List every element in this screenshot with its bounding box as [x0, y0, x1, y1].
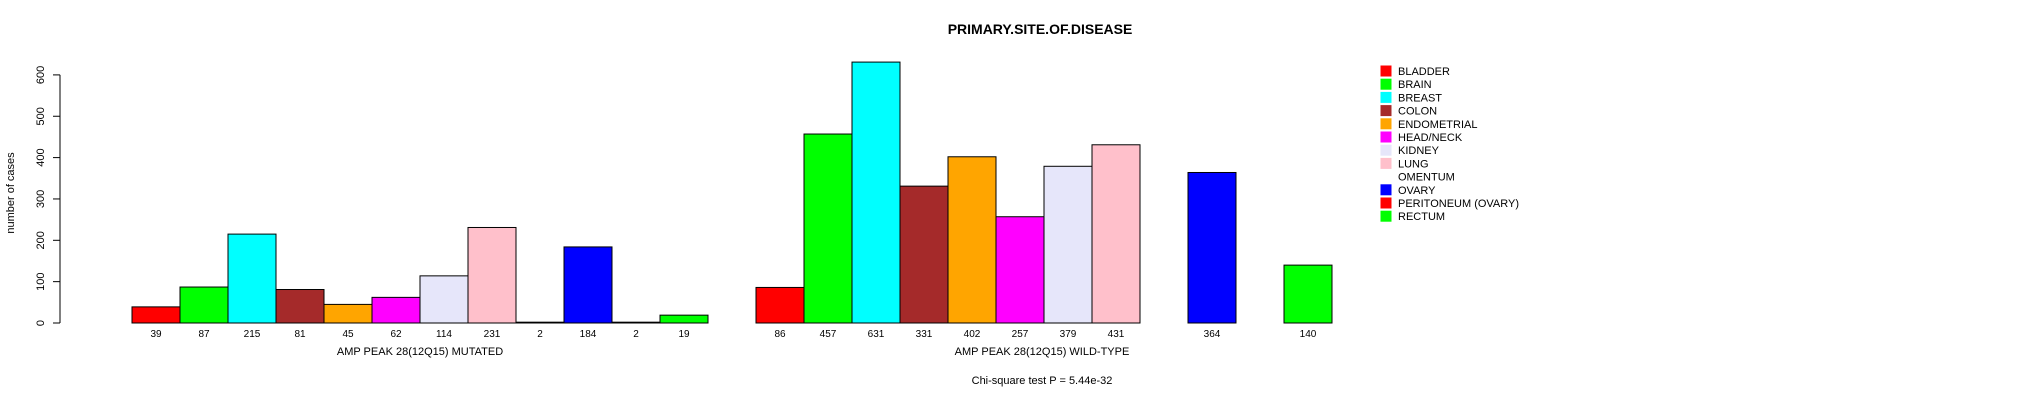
- bar-endometrial-1: [947, 156, 997, 324]
- bar-value-label: 457: [820, 329, 837, 340]
- legend-item: BLADDER: [1380, 65, 1450, 78]
- chi-square-footer: Chi-square test P = 5.44e-32: [972, 375, 1113, 387]
- bar-value-label: 39: [150, 329, 162, 340]
- bar-rectum-0: [659, 314, 709, 324]
- chart-title: PRIMARY.SITE.OF.DISEASE: [948, 21, 1133, 37]
- legend-label: KIDNEY: [1398, 145, 1440, 157]
- legend-swatch: [1380, 210, 1392, 222]
- bar-ovary-1: [1187, 171, 1237, 324]
- legend-item: COLON: [1380, 105, 1437, 118]
- y-axis: 0 100 200 300 400 500 600: [35, 66, 61, 326]
- bar-value-labels: 39 87 215 81 45 62 114 231 2 184 2 19 86 457 631 331 402…: [150, 329, 1316, 340]
- y-tick-label: 0: [35, 320, 47, 326]
- bar-ovary-0: [563, 246, 613, 324]
- bar-value-label: 19: [678, 329, 690, 340]
- bar-rectum-1: [1283, 264, 1333, 324]
- bar-value-label: 379: [1060, 329, 1077, 340]
- bar-value-label: 631: [868, 329, 885, 340]
- legend-item: PERITONEUM (OVARY): [1380, 197, 1519, 210]
- legend-item: BREAST: [1380, 91, 1442, 104]
- legend-item: ENDOMETRIAL: [1380, 118, 1477, 131]
- y-tick-label: 300: [35, 190, 47, 208]
- y-tick-label: 400: [35, 148, 47, 166]
- legend-label: BRAIN: [1398, 79, 1432, 91]
- legend-item: LUNG: [1380, 157, 1429, 170]
- bar-lung-0: [467, 226, 517, 324]
- bar-value-label: 231: [484, 329, 501, 340]
- legend-swatch: [1380, 197, 1392, 209]
- legend-swatch: [1380, 105, 1392, 117]
- bar-peritoneum-ovary--0: [611, 321, 661, 324]
- bar-value-label: 114: [436, 329, 452, 340]
- bar-lung-1: [1091, 144, 1141, 324]
- legend-swatch: [1380, 157, 1392, 169]
- bar-colon-1: [899, 185, 949, 324]
- legend-item: RECTUM: [1380, 210, 1445, 223]
- legend-item: HEAD/NECK: [1380, 131, 1463, 144]
- bar-value-label: 45: [342, 329, 354, 340]
- bar-endometrial-0: [323, 303, 373, 324]
- legend-item: BRAIN: [1380, 78, 1432, 91]
- legend-label: HEAD/NECK: [1398, 132, 1463, 144]
- bar-value-label: 81: [294, 329, 306, 340]
- y-tick-label: 600: [35, 66, 47, 84]
- bar-omentum-0: [515, 321, 565, 324]
- legend-item: OVARY: [1380, 184, 1436, 197]
- bar-brain-0: [179, 286, 229, 324]
- bar-value-label: 364: [1204, 329, 1221, 340]
- bar-kidney-0: [419, 275, 469, 324]
- legend-label: LUNG: [1398, 158, 1429, 170]
- y-axis-label: number of cases: [5, 152, 17, 234]
- legend-item: OMENTUM: [1381, 171, 1455, 184]
- y-tick-label: 100: [35, 272, 47, 290]
- group-label-wild-type: AMP PEAK 28(12Q15) WILD-TYPE: [955, 346, 1130, 358]
- bar-value-label: 402: [964, 329, 981, 340]
- y-tick-label: 200: [35, 231, 47, 249]
- legend-swatch: [1380, 118, 1392, 130]
- legend-swatch: [1380, 131, 1392, 143]
- bars: [131, 61, 1333, 324]
- bar-value-label: 86: [774, 329, 786, 340]
- legend-swatch: [1380, 65, 1392, 77]
- legend-swatch: [1381, 171, 1391, 182]
- bar-value-label: 140: [1300, 329, 1317, 340]
- bar-value-label: 2: [537, 329, 543, 340]
- legend-label: RECTUM: [1398, 211, 1445, 223]
- group-label-mutated: AMP PEAK 28(12Q15) MUTATED: [337, 346, 503, 358]
- bar-bladder-1: [755, 286, 805, 324]
- bar-head-neck-1: [995, 216, 1045, 324]
- legend-swatch: [1380, 184, 1392, 196]
- bar-colon-0: [275, 289, 325, 324]
- legend-label: BLADDER: [1398, 66, 1450, 78]
- bar-bladder-0: [131, 306, 181, 324]
- legend-swatch: [1380, 91, 1392, 103]
- bar-value-label: 184: [580, 329, 597, 340]
- legend-swatch: [1380, 78, 1392, 90]
- bar-brain-1: [803, 133, 853, 324]
- bar-value-label: 331: [916, 329, 933, 340]
- legend-swatch: [1380, 144, 1392, 156]
- bar-value-label: 257: [1012, 329, 1029, 340]
- bar-breast-1: [851, 61, 901, 324]
- bar-head-neck-0: [371, 296, 421, 324]
- bar-value-label: 215: [244, 329, 261, 340]
- legend-label: COLON: [1398, 106, 1437, 118]
- legend-label: ENDOMETRIAL: [1398, 119, 1477, 131]
- legend-item: KIDNEY: [1380, 144, 1440, 157]
- bar-kidney-1: [1043, 165, 1093, 324]
- bar-breast-0: [227, 233, 277, 324]
- bar-value-label: 62: [390, 329, 402, 340]
- legend-label: PERITONEUM (OVARY): [1398, 198, 1519, 210]
- bar-value-label: 87: [198, 329, 210, 340]
- legend-label: BREAST: [1398, 92, 1442, 104]
- y-tick-label: 500: [35, 107, 47, 125]
- bar-value-label: 431: [1108, 329, 1125, 340]
- bar-value-label: 2: [633, 329, 639, 340]
- legend-label: OMENTUM: [1398, 172, 1455, 184]
- legend-label: OVARY: [1398, 185, 1436, 197]
